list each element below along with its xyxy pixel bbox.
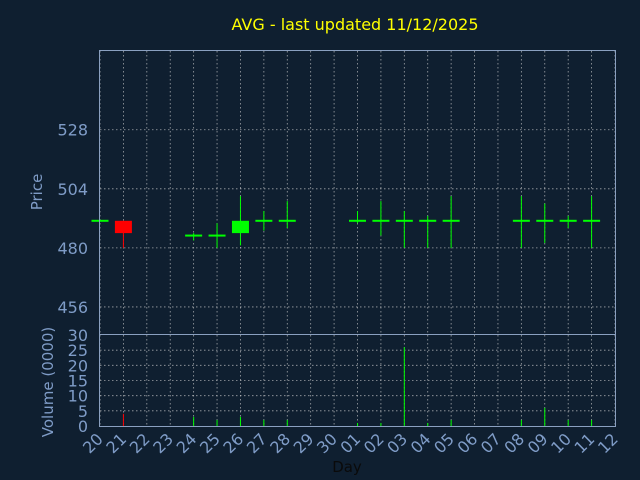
- price-y-axis: 456 480 504 528: [57, 121, 88, 317]
- candle-body: [536, 219, 554, 222]
- candle-body: [185, 234, 203, 237]
- volume-tick-label: 25: [68, 341, 88, 360]
- volume-tick-label: 10: [68, 387, 88, 406]
- candle-body: [395, 219, 413, 222]
- candle-body: [372, 219, 390, 222]
- volume-axis-label: Volume (0000): [39, 327, 57, 437]
- volume-panel-frame: [99, 334, 616, 427]
- candle-body: [442, 219, 460, 222]
- price-tick-label: 480: [57, 239, 88, 258]
- x-axis-label: Day: [332, 458, 362, 476]
- volume-tick-label: 30: [68, 326, 88, 345]
- price-axis-label: Price: [28, 174, 46, 211]
- candle-body: [559, 219, 577, 222]
- volume-tick-label: 5: [78, 402, 88, 421]
- volume-tick-label: 15: [68, 372, 88, 391]
- candle-body: [231, 220, 249, 234]
- price-tick-label: 528: [57, 121, 88, 140]
- candle-body: [278, 219, 296, 222]
- price-tick-label: 504: [57, 180, 88, 199]
- x-tick-label: 12: [594, 429, 622, 457]
- volume-tick-label: 0: [78, 417, 88, 436]
- price-candles: [91, 196, 601, 248]
- candle-body: [512, 219, 530, 222]
- candle-body: [419, 219, 437, 222]
- chart-title: AVG - last updated 11/12/2025: [232, 15, 479, 34]
- price-grid: [99, 51, 616, 334]
- price-tick-label: 456: [57, 298, 88, 317]
- volume-tick-label: 20: [68, 356, 88, 375]
- volume-bars: [122, 347, 593, 426]
- candle-body: [583, 219, 601, 222]
- candle-body: [349, 219, 366, 222]
- volume-grid: [99, 335, 616, 426]
- candle-body: [114, 220, 132, 234]
- candle-body: [255, 219, 273, 222]
- x-axis: 2021222324252627282930010203040506070809…: [79, 429, 622, 457]
- candle-body: [208, 234, 226, 237]
